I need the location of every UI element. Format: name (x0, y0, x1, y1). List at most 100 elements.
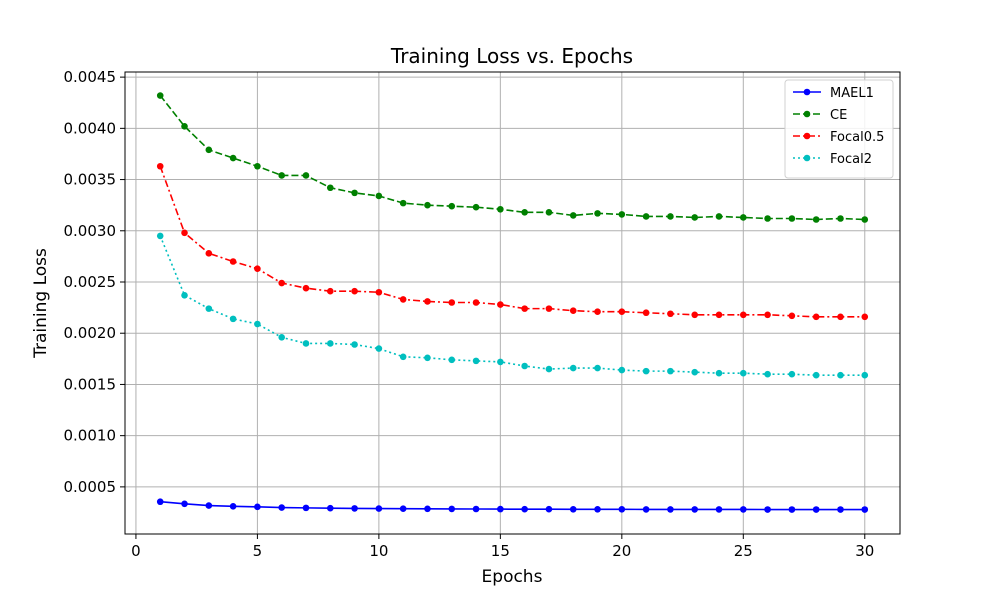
legend-marker (803, 88, 811, 96)
data-point-focal0-5 (497, 301, 504, 308)
data-point-focal0-5 (788, 312, 796, 320)
data-point-focal2 (351, 341, 358, 348)
data-point-focal2 (472, 357, 480, 365)
y-tick-label: 0.0020 (64, 324, 117, 342)
x-tick-label: 5 (253, 542, 263, 560)
data-point-focal0-5 (399, 296, 407, 303)
legend-marker (803, 132, 811, 140)
data-point-ce (618, 211, 626, 218)
legend-item-mael1: MAEL1 (793, 86, 874, 101)
x-tick-label: 0 (131, 542, 141, 560)
data-point-focal2 (254, 320, 261, 328)
data-point-ce (472, 203, 480, 211)
data-point-focal0-5 (618, 308, 626, 316)
data-point-mael1 (448, 505, 456, 513)
x-tick-label: 20 (612, 542, 631, 560)
data-point-focal0-5 (667, 310, 674, 318)
data-point-ce (642, 213, 650, 220)
data-point-focal2 (764, 370, 771, 378)
data-point-ce (448, 202, 456, 210)
data-point-focal0-5 (229, 258, 237, 265)
data-point-mael1 (278, 504, 286, 511)
data-point-focal0-5 (739, 311, 747, 319)
data-point-ce (521, 209, 528, 216)
data-point-mael1 (642, 506, 650, 513)
legend-label: CE (830, 108, 847, 123)
data-point-ce (181, 122, 188, 130)
data-point-focal0-5 (715, 311, 723, 319)
data-point-ce (229, 154, 237, 162)
chart-title: Training Loss vs. Epochs (390, 44, 633, 68)
data-point-focal2 (837, 371, 844, 379)
legend-label: Focal0.5 (830, 130, 884, 145)
data-point-focal2 (448, 356, 456, 364)
data-point-ce (254, 162, 261, 170)
data-point-focal0-5 (448, 299, 456, 306)
series-focal0-5 (156, 162, 869, 321)
data-point-mael1 (861, 506, 869, 513)
data-point-focal0-5 (326, 287, 334, 295)
y-tick-label: 0.0025 (64, 273, 117, 291)
data-point-focal2 (375, 345, 383, 352)
legend: MAEL1 CE Focal0.5 Focal2 (784, 79, 894, 179)
grid (125, 72, 900, 534)
data-point-mael1 (521, 505, 528, 513)
data-point-mael1 (837, 506, 844, 513)
data-point-focal2 (812, 371, 820, 379)
y-tick-label: 0.0045 (64, 68, 117, 86)
legend-marker (803, 110, 811, 118)
legend-item-focal0-5: Focal0.5 (793, 130, 884, 145)
series-lines (156, 92, 869, 513)
data-point-focal0-5 (691, 311, 699, 319)
data-point-mael1 (254, 503, 261, 511)
data-point-mael1 (399, 505, 407, 512)
data-point-ce (739, 214, 747, 221)
data-point-ce (667, 213, 674, 220)
data-point-focal2 (594, 364, 601, 372)
legend-item-ce: CE (793, 108, 847, 123)
data-point-mael1 (715, 506, 723, 513)
data-point-mael1 (181, 500, 188, 508)
data-point-focal2 (521, 362, 528, 370)
y-tick-label: 0.0010 (64, 427, 117, 445)
data-point-focal0-5 (351, 287, 358, 295)
x-tick-label: 30 (855, 542, 874, 560)
series-focal2 (156, 232, 869, 379)
data-point-focal2 (156, 232, 164, 240)
data-point-focal0-5 (545, 305, 553, 312)
series-line-focal0-5 (159, 165, 865, 318)
data-point-ce (205, 146, 213, 154)
data-point-mael1 (229, 503, 237, 510)
data-point-focal2 (715, 369, 723, 377)
data-point-mael1 (739, 506, 747, 513)
data-point-focal0-5 (424, 298, 431, 305)
y-tick-label: 0.0005 (64, 478, 117, 496)
data-point-focal2 (667, 367, 674, 375)
data-point-focal0-5 (594, 308, 601, 316)
data-point-mael1 (472, 505, 480, 513)
data-point-focal0-5 (837, 313, 844, 321)
data-point-ce (302, 172, 310, 179)
data-point-ce (594, 210, 601, 217)
data-point-ce (764, 215, 771, 222)
series-line-ce (159, 95, 865, 221)
data-point-focal2 (739, 369, 747, 377)
data-point-mael1 (764, 506, 771, 513)
data-point-focal0-5 (181, 229, 188, 237)
data-point-focal0-5 (812, 313, 820, 321)
y-axis-title: Training Loss (31, 248, 51, 359)
data-point-ce (278, 172, 286, 179)
data-point-focal0-5 (254, 265, 261, 272)
data-point-ce (569, 212, 577, 219)
data-point-focal2 (302, 340, 310, 347)
series-ce (156, 92, 869, 223)
data-point-mael1 (497, 505, 504, 513)
legend-label: MAEL1 (830, 86, 874, 101)
data-point-mael1 (351, 505, 358, 512)
data-point-focal2 (642, 367, 650, 375)
data-point-focal2 (229, 315, 237, 323)
data-point-mael1 (302, 504, 310, 512)
data-point-focal2 (399, 353, 407, 361)
data-point-focal2 (205, 305, 213, 312)
data-point-focal2 (788, 370, 796, 378)
